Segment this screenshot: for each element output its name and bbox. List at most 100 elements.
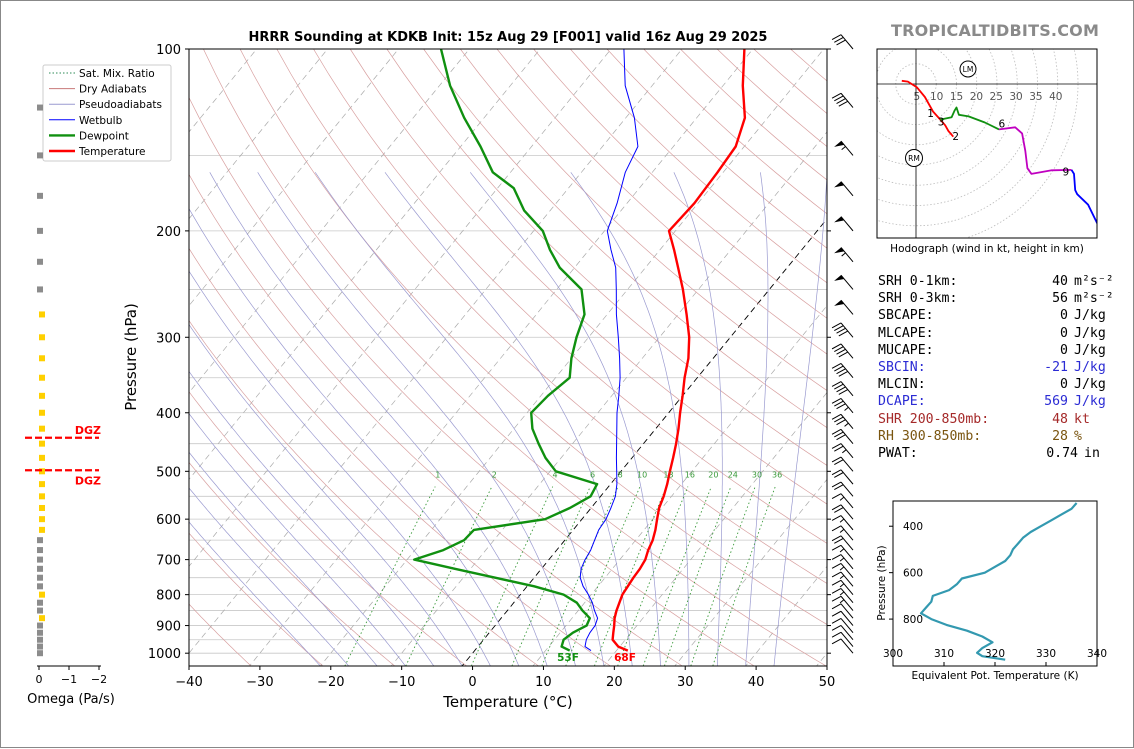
wind-barb	[834, 182, 853, 196]
param-label: MLCIN:	[878, 376, 1002, 393]
omega-bar	[39, 455, 45, 461]
theta-e-ylabel: Pressure (hPa)	[876, 545, 888, 620]
param-label: DCAPE:	[878, 393, 1002, 410]
omega-bar	[39, 355, 45, 361]
omega-bar	[37, 644, 43, 650]
param-label: MLCAPE:	[878, 325, 1002, 342]
theta-e-profile	[921, 503, 1077, 660]
dgz-label: DGZ	[75, 424, 101, 437]
hodograph-ring-label: 10	[930, 91, 943, 103]
hodograph-ring-label: 20	[970, 91, 983, 103]
param-value: 0	[1002, 376, 1068, 393]
param-unit: J/kg	[1068, 325, 1106, 342]
mixing-ratio-label: 20	[708, 471, 718, 480]
omega-bar	[39, 426, 45, 432]
param-unit: J/kg	[1068, 342, 1106, 359]
param-label: SRH 0-3km:	[878, 290, 1002, 307]
mixing-ratio-line	[643, 487, 711, 666]
wind-barb	[832, 625, 853, 639]
wind-barb	[832, 323, 853, 337]
param-unit: m²s⁻²	[1068, 290, 1114, 307]
omega-bar	[37, 600, 43, 606]
pseudoadiabat	[52, 172, 406, 666]
surface-temperature-label: 68F	[614, 652, 636, 664]
wind-barb	[834, 141, 853, 155]
param-unit: J/kg	[1068, 359, 1106, 376]
wind-barb	[832, 604, 853, 618]
hodograph-frame	[877, 49, 1097, 238]
x-tick-label: 0	[468, 675, 476, 690]
wind-barb	[834, 275, 853, 289]
omega-bar	[37, 259, 43, 265]
param-label: SHR 200-850mb:	[878, 411, 1002, 428]
omega-bar	[37, 105, 43, 111]
isotherm	[389, 49, 895, 669]
y-tick-label: 600	[156, 513, 181, 528]
mixing-ratio-label: 10	[637, 471, 647, 480]
omega-bar	[37, 637, 43, 643]
pseudoadiabat	[746, 172, 768, 666]
x-tick-label: 40	[748, 675, 765, 690]
legend-label: Dewpoint	[79, 130, 129, 142]
mixing-ratio-label: 2	[492, 471, 497, 480]
theta-y-tick-label: 600	[903, 568, 923, 580]
omega-bar	[37, 566, 43, 572]
x-tick-label: 20	[606, 675, 623, 690]
pseudoadiabat	[29, 172, 377, 666]
hodograph-ring-label: 15	[950, 91, 963, 103]
param-label: PWAT:	[878, 445, 1002, 462]
wind-barb	[834, 217, 853, 231]
param-unit: m²s⁻²	[1068, 273, 1114, 290]
omega-bar	[39, 505, 45, 511]
hodograph-height-label: 3	[938, 116, 945, 128]
omega-tick-label: −1	[61, 673, 77, 686]
hodograph-segment	[1072, 170, 1098, 224]
omega-bar	[39, 527, 45, 533]
theta-x-tick-label: 340	[1087, 648, 1107, 660]
y-tick-label: 400	[156, 407, 181, 422]
param-value: 569	[1002, 393, 1068, 410]
param-label: SRH 0-1km:	[878, 273, 1002, 290]
mixing-ratio-label: 1	[435, 471, 440, 480]
param-unit: %	[1068, 428, 1082, 445]
param-value: 56	[1002, 290, 1068, 307]
hodograph-ring-label: 35	[1029, 91, 1042, 103]
param-unit: J/kg	[1068, 376, 1106, 393]
wind-barb	[832, 363, 853, 377]
wind-barb	[832, 457, 853, 471]
theta-y-tick-label: 800	[903, 614, 923, 626]
mixing-ratio-label: 24	[728, 471, 738, 480]
theta-y-tick-label: 400	[903, 521, 923, 533]
profile-wetbulb	[580, 49, 638, 651]
param-value: 40	[1002, 273, 1068, 290]
wind-barb	[832, 494, 853, 508]
wind-barb	[832, 344, 853, 358]
hodograph-height-label: 9	[1063, 166, 1070, 178]
mixing-ratio-line	[594, 487, 666, 666]
y-tick-label: 700	[156, 554, 181, 569]
param-label: MUCAPE:	[878, 342, 1002, 359]
wind-barbs	[832, 35, 853, 653]
x-tick-label: 10	[535, 675, 552, 690]
theta-x-tick-label: 320	[985, 648, 1005, 660]
mixing-ratio-line	[664, 487, 731, 666]
pseudoadiabat	[571, 172, 689, 666]
skewt-xlabel: Temperature (°C)	[442, 693, 572, 711]
pseudoadiabat	[315, 172, 604, 666]
omega-bar	[39, 481, 45, 487]
x-tick-label: 30	[677, 675, 694, 690]
y-tick-label: 1000	[148, 647, 181, 662]
mixing-ratio-line	[691, 487, 755, 666]
omega-tick-label: 0	[36, 673, 43, 686]
theta-x-tick-label: 330	[1036, 648, 1056, 660]
omega-bar	[37, 537, 43, 543]
x-tick-label: −20	[317, 675, 344, 690]
